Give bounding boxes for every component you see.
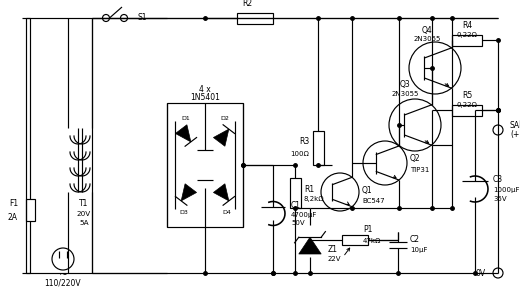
Text: D3: D3 [179, 210, 188, 216]
Text: 110/220V: 110/220V [45, 279, 81, 288]
Text: R1: R1 [304, 184, 314, 194]
Text: T1: T1 [80, 199, 89, 208]
Text: C3: C3 [493, 175, 503, 184]
Text: 1N5401: 1N5401 [190, 94, 220, 103]
Polygon shape [299, 237, 321, 254]
Text: (+): (+) [510, 131, 520, 140]
Text: Q4: Q4 [422, 25, 432, 34]
Text: 47kΩ: 47kΩ [363, 238, 381, 244]
Text: 2N3055: 2N3055 [392, 91, 419, 97]
Text: 0,22Ω: 0,22Ω [457, 102, 477, 108]
Text: SAÍDA: SAÍDA [510, 121, 520, 129]
Bar [342, 235, 368, 245]
Text: S1: S1 [137, 14, 147, 23]
Text: 20V: 20V [77, 211, 91, 217]
Text: D4: D4 [222, 210, 231, 216]
Text: 5A: 5A [79, 220, 89, 226]
Text: R4: R4 [462, 21, 472, 31]
Polygon shape [175, 125, 191, 142]
Bar [452, 34, 482, 45]
Text: C1: C1 [291, 201, 301, 210]
Text: 4700μF: 4700μF [291, 212, 317, 218]
Text: 50V: 50V [291, 220, 305, 226]
Text: Q1: Q1 [362, 186, 373, 194]
Polygon shape [181, 184, 197, 201]
Text: 22V: 22V [328, 256, 342, 262]
Polygon shape [213, 184, 229, 201]
Bar [25, 199, 34, 221]
Polygon shape [213, 129, 229, 146]
Text: R3: R3 [299, 138, 309, 147]
Text: D1: D1 [181, 116, 190, 121]
Text: Q3: Q3 [400, 81, 410, 90]
Bar [167, 103, 243, 227]
Bar [452, 105, 482, 116]
Text: 4 x: 4 x [199, 84, 211, 94]
Text: R2: R2 [242, 0, 252, 8]
Text: ~: ~ [58, 270, 68, 280]
Text: C2: C2 [410, 234, 420, 244]
Text: 35V: 35V [493, 196, 506, 202]
Text: Z1: Z1 [328, 245, 338, 255]
Text: 8,2kΩ: 8,2kΩ [304, 196, 324, 202]
Text: Q2: Q2 [410, 155, 421, 164]
Text: 0,22Ω: 0,22Ω [457, 32, 477, 38]
Text: 100Ω: 100Ω [290, 151, 309, 157]
Text: BC547: BC547 [362, 198, 385, 204]
Text: D2: D2 [220, 116, 229, 121]
Bar [313, 131, 323, 165]
Bar [237, 12, 273, 23]
Text: TIP31: TIP31 [410, 167, 430, 173]
Text: R5: R5 [462, 92, 472, 101]
Text: P1: P1 [363, 225, 372, 234]
Text: 2A: 2A [8, 212, 18, 221]
Text: F1: F1 [9, 199, 18, 208]
Text: 2N3055: 2N3055 [413, 36, 440, 42]
Bar [290, 178, 301, 208]
Text: 10μF: 10μF [410, 247, 427, 253]
Text: 1000μF: 1000μF [493, 187, 519, 193]
Text: 0V: 0V [476, 268, 486, 277]
